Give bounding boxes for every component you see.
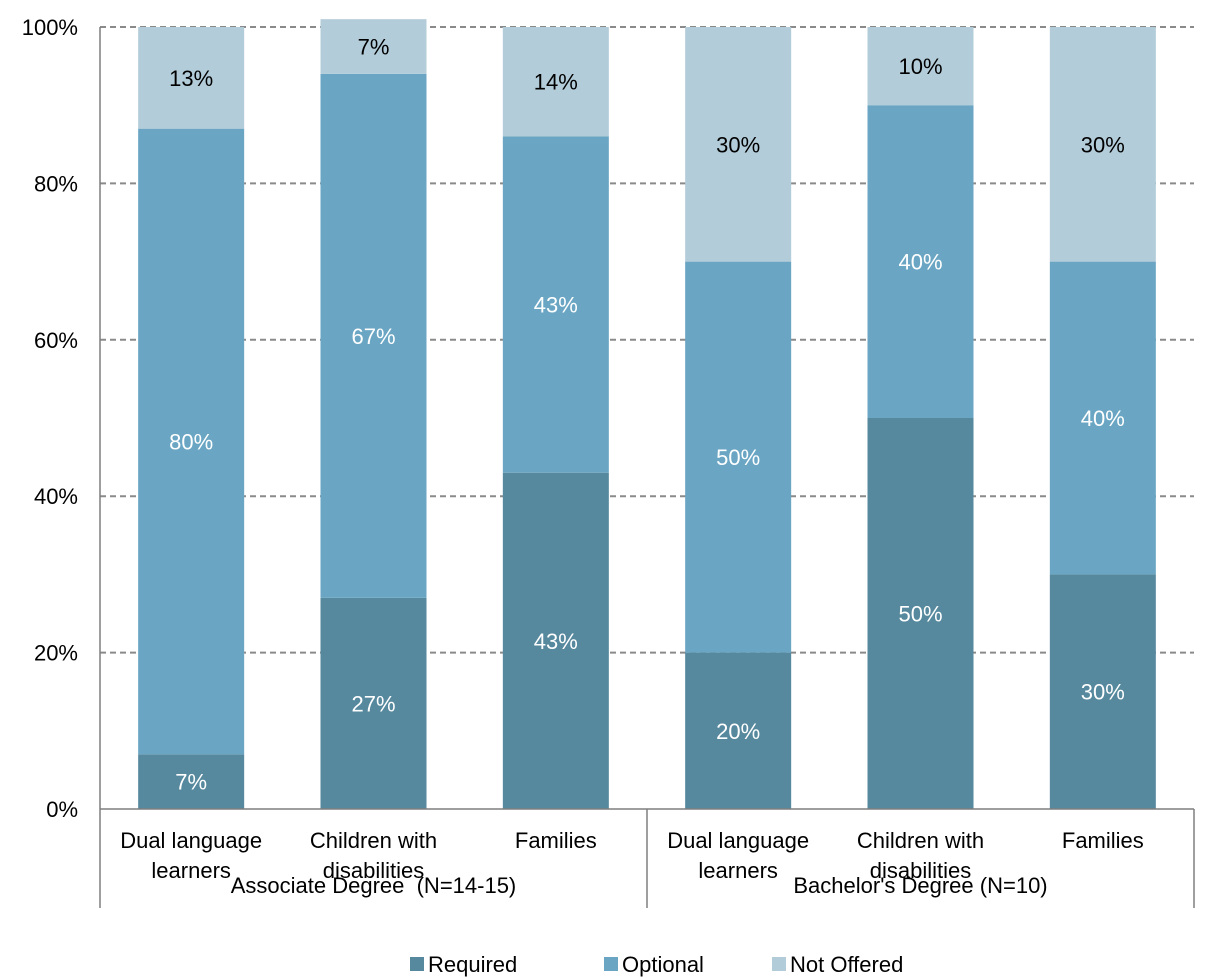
data-label: 10% (898, 54, 942, 79)
bar-segment (320, 73, 427, 598)
gridlines (100, 26, 1194, 654)
data-label: 14% (534, 70, 578, 95)
bar-segment (685, 27, 792, 262)
bar-segment (1049, 27, 1156, 262)
category-label: Children with (310, 828, 437, 853)
data-labels: 7% 80% 13% 27% 67% 7% 43% 43% 14% 20% 50% 30% 50% 40%… (169, 35, 1125, 795)
data-label: 43% (534, 293, 578, 318)
group-label: Bachelor's Degree (N=10) (793, 873, 1047, 898)
data-label: 30% (716, 132, 760, 157)
legend: Required Optional Not Offered (410, 952, 903, 977)
bar-segment (1049, 574, 1156, 809)
bar-segment (685, 261, 792, 653)
group-labels: Associate Degree (N=14-15) Bachelor's Deg… (231, 873, 1048, 898)
data-label: 50% (898, 602, 942, 627)
legend-label: Required (428, 952, 517, 977)
category-label: Families (515, 828, 597, 853)
axes (99, 27, 1195, 908)
data-label: 40% (1081, 406, 1125, 431)
bar-segment (502, 27, 609, 137)
legend-swatch (604, 957, 618, 971)
y-tick-label: 40% (34, 484, 78, 509)
category-labels: Dual language learners Children with disabi… (120, 828, 1144, 883)
category-label: Dual language (120, 828, 262, 853)
bar-segment (867, 418, 974, 809)
bar-segment (138, 27, 245, 129)
bar-segment (502, 136, 609, 473)
category-label: Children with (857, 828, 984, 853)
bar-segment (867, 27, 974, 106)
data-label: 40% (898, 250, 942, 275)
category-label: learners (698, 858, 777, 883)
data-label: 20% (716, 719, 760, 744)
legend-swatch (410, 957, 424, 971)
data-label: 30% (1081, 680, 1125, 705)
bar-segment (138, 128, 245, 755)
bar-segment (320, 597, 427, 809)
category-label: disabilities (323, 858, 425, 883)
legend-label: Not Offered (790, 952, 903, 977)
bar-segment (320, 19, 427, 74)
bar-segment (685, 652, 792, 809)
bar-segment (138, 754, 245, 809)
data-label: 67% (351, 324, 395, 349)
y-tick-label: 60% (34, 328, 78, 353)
data-label: 43% (534, 629, 578, 654)
data-label: 13% (169, 66, 213, 91)
data-label: 50% (716, 445, 760, 470)
data-label: 80% (169, 429, 213, 454)
y-tick-label: 0% (46, 797, 78, 822)
y-tick-label: 80% (34, 171, 78, 196)
bar-segment (502, 472, 609, 809)
data-label: 7% (358, 35, 390, 60)
data-label: 27% (351, 691, 395, 716)
bar-area (138, 19, 1156, 809)
category-label: Families (1062, 828, 1144, 853)
bar-segment (1049, 261, 1156, 575)
category-label: disabilities (870, 858, 972, 883)
y-axis-ticks: 0% 20% 40% 60% 80% 100% (22, 15, 78, 822)
category-label: learners (151, 858, 230, 883)
legend-label: Optional (622, 952, 704, 977)
data-label: 30% (1081, 132, 1125, 157)
y-tick-label: 100% (22, 15, 78, 40)
category-label: Dual language (667, 828, 809, 853)
y-tick-label: 20% (34, 641, 78, 666)
group-label: Associate Degree (N=14-15) (231, 873, 517, 898)
legend-swatch (772, 957, 786, 971)
bar-segment (867, 105, 974, 418)
data-label: 7% (175, 770, 207, 795)
